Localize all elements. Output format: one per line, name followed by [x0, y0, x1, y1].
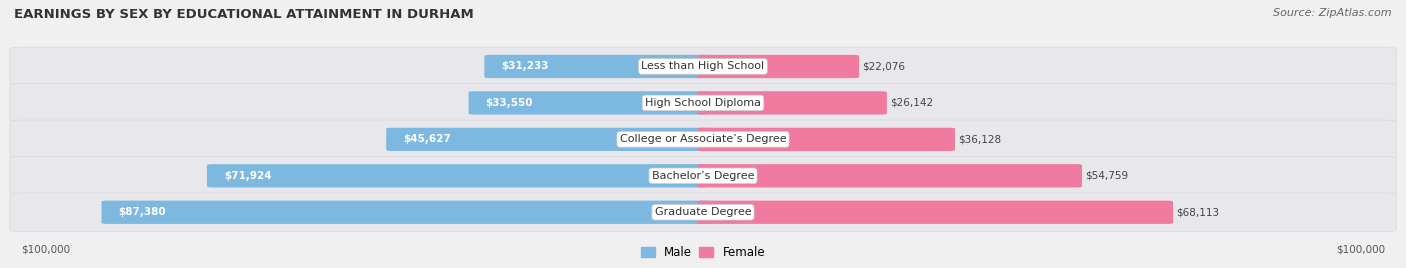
Text: $36,128: $36,128 — [957, 134, 1001, 144]
FancyBboxPatch shape — [485, 55, 709, 78]
FancyBboxPatch shape — [10, 84, 1396, 122]
Text: College or Associate’s Degree: College or Associate’s Degree — [620, 134, 786, 144]
FancyBboxPatch shape — [387, 128, 709, 151]
Text: Less than High School: Less than High School — [641, 61, 765, 72]
Text: Graduate Degree: Graduate Degree — [655, 207, 751, 217]
Text: $71,924: $71,924 — [224, 171, 271, 181]
FancyBboxPatch shape — [207, 164, 709, 187]
Text: $100,000: $100,000 — [21, 244, 70, 254]
Text: $87,380: $87,380 — [118, 207, 166, 217]
FancyBboxPatch shape — [468, 91, 709, 114]
FancyBboxPatch shape — [10, 47, 1396, 86]
FancyBboxPatch shape — [697, 91, 887, 114]
Text: $26,142: $26,142 — [890, 98, 932, 108]
FancyBboxPatch shape — [697, 128, 955, 151]
Text: $54,759: $54,759 — [1085, 171, 1128, 181]
Text: $22,076: $22,076 — [862, 61, 905, 72]
FancyBboxPatch shape — [101, 201, 709, 224]
FancyBboxPatch shape — [10, 120, 1396, 159]
Text: $100,000: $100,000 — [1336, 244, 1385, 254]
Text: Source: ZipAtlas.com: Source: ZipAtlas.com — [1274, 8, 1392, 18]
FancyBboxPatch shape — [697, 55, 859, 78]
FancyBboxPatch shape — [697, 201, 1173, 224]
Legend: Male, Female: Male, Female — [641, 246, 765, 259]
Text: High School Diploma: High School Diploma — [645, 98, 761, 108]
Text: $31,233: $31,233 — [502, 61, 548, 72]
FancyBboxPatch shape — [10, 193, 1396, 232]
Text: $68,113: $68,113 — [1175, 207, 1219, 217]
FancyBboxPatch shape — [10, 157, 1396, 195]
Text: $33,550: $33,550 — [485, 98, 533, 108]
Text: $45,627: $45,627 — [404, 134, 451, 144]
Text: Bachelor’s Degree: Bachelor’s Degree — [652, 171, 754, 181]
FancyBboxPatch shape — [697, 164, 1083, 187]
Text: EARNINGS BY SEX BY EDUCATIONAL ATTAINMENT IN DURHAM: EARNINGS BY SEX BY EDUCATIONAL ATTAINMEN… — [14, 8, 474, 21]
